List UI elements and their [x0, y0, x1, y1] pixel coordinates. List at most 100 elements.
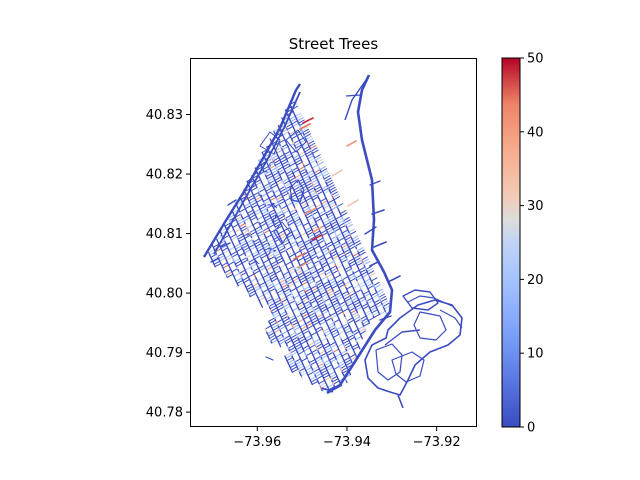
- street-segment: [295, 345, 303, 351]
- colorbar-tick-label: 30: [527, 199, 544, 214]
- street-segment: [254, 211, 262, 216]
- street-segment: [287, 344, 295, 349]
- street-segment: [383, 305, 391, 310]
- street-segment: [342, 339, 350, 345]
- street-segment: [296, 269, 303, 274]
- street-segment: [344, 236, 352, 241]
- street-segment: [313, 245, 321, 250]
- street-segment: [274, 161, 282, 167]
- street-segment: [334, 306, 342, 311]
- street-segment: [270, 152, 278, 157]
- street-segment: [287, 174, 295, 180]
- y-tick-label: 40.83: [146, 108, 183, 123]
- street-segment: [313, 230, 321, 235]
- street-segment: [307, 155, 315, 160]
- street-segment: [255, 228, 263, 233]
- street-segment: [285, 185, 293, 190]
- street-segment: [321, 263, 329, 269]
- street-segment: [293, 279, 301, 285]
- street-segment: [269, 273, 276, 278]
- street-segment: [242, 229, 249, 235]
- street-segment: [322, 310, 329, 315]
- street-segment: [344, 79, 367, 121]
- street-segment: [304, 226, 312, 231]
- street-segment: [293, 341, 301, 346]
- street-segment: [357, 325, 365, 330]
- street-segment: [226, 273, 234, 278]
- street-segment: [260, 254, 268, 259]
- street-segment: [322, 202, 329, 207]
- street-segment: [274, 176, 282, 181]
- street-segment: [360, 315, 367, 320]
- street-segment: [284, 355, 287, 359]
- street-segment: [300, 310, 308, 316]
- street-segment: [331, 191, 338, 196]
- street-segment: [299, 291, 306, 296]
- street-segment: [303, 347, 311, 352]
- street-segment: [301, 126, 308, 131]
- street-segment: [294, 142, 301, 147]
- street-segment: [261, 271, 269, 276]
- street-segment: [355, 259, 363, 264]
- street-segment: [439, 309, 463, 329]
- street-segment: [347, 334, 355, 339]
- street-segment: [272, 202, 278, 209]
- street-segment: [232, 223, 239, 229]
- street-segment: [269, 138, 273, 143]
- street-segment: [292, 169, 300, 174]
- street-segment: [224, 222, 232, 227]
- street-segment: [331, 252, 338, 258]
- street-segment: [324, 177, 332, 182]
- street-segment: [312, 181, 320, 186]
- street-segment: [272, 265, 280, 270]
- street-segment: [341, 276, 349, 281]
- street-segment: [336, 311, 344, 316]
- street-segment: [293, 139, 300, 144]
- street-segment: [269, 319, 277, 325]
- street-segment: [301, 327, 309, 333]
- street-segment: [323, 330, 331, 335]
- street-segment: [241, 259, 249, 264]
- street-segment: [301, 173, 309, 178]
- street-segment: [329, 341, 336, 346]
- street-segment: [370, 306, 377, 312]
- street-segment: [272, 157, 280, 162]
- street-segment: [348, 243, 355, 248]
- street-segment: [271, 309, 279, 314]
- street-segment: [316, 281, 323, 287]
- street-segment: [345, 238, 353, 243]
- street-segment: [379, 315, 392, 321]
- street-segment: [274, 299, 281, 304]
- street-segment: [317, 362, 325, 367]
- street-segment: [347, 319, 355, 324]
- street-segment: [271, 184, 278, 189]
- street-segment: [282, 209, 290, 215]
- street-segment: [284, 182, 292, 187]
- street-segment: [361, 317, 368, 323]
- street-segment: [377, 291, 384, 296]
- street-segment: [250, 278, 257, 283]
- street-segment: [374, 301, 382, 306]
- street-segment: [288, 191, 296, 197]
- street-segment: [351, 235, 359, 240]
- street-segment: [276, 210, 283, 216]
- street-segment: [310, 255, 318, 260]
- street-segment: [331, 169, 343, 177]
- street-segment: [298, 274, 305, 279]
- street-segment: [253, 208, 261, 213]
- street-segment: [373, 313, 381, 319]
- street-segment: [279, 340, 286, 345]
- street-segment: [348, 336, 356, 341]
- street-segment: [332, 348, 340, 353]
- street-segment: [297, 180, 305, 186]
- street-segment: [305, 337, 313, 342]
- street-segment: [223, 234, 230, 240]
- street-segment: [285, 123, 293, 128]
- street-segment: [311, 348, 318, 354]
- street-segment: [321, 387, 334, 393]
- street-segment: [313, 338, 321, 343]
- street-segment: [402, 289, 439, 311]
- street-segment: [306, 214, 313, 219]
- street-segment: [312, 304, 319, 309]
